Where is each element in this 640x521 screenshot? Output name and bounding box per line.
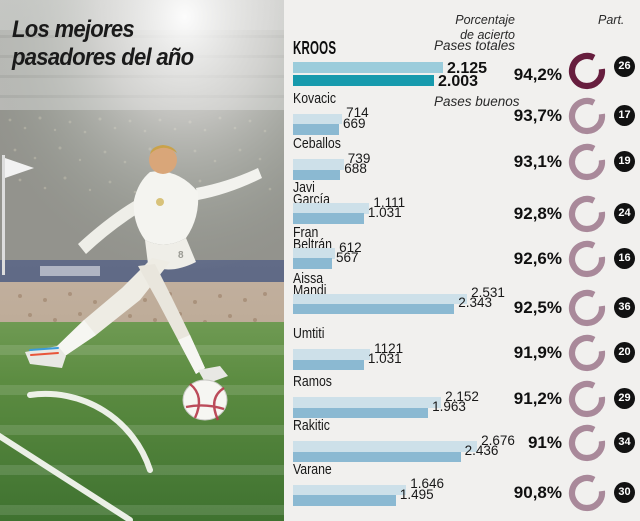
svg-text:8: 8 (178, 250, 184, 261)
